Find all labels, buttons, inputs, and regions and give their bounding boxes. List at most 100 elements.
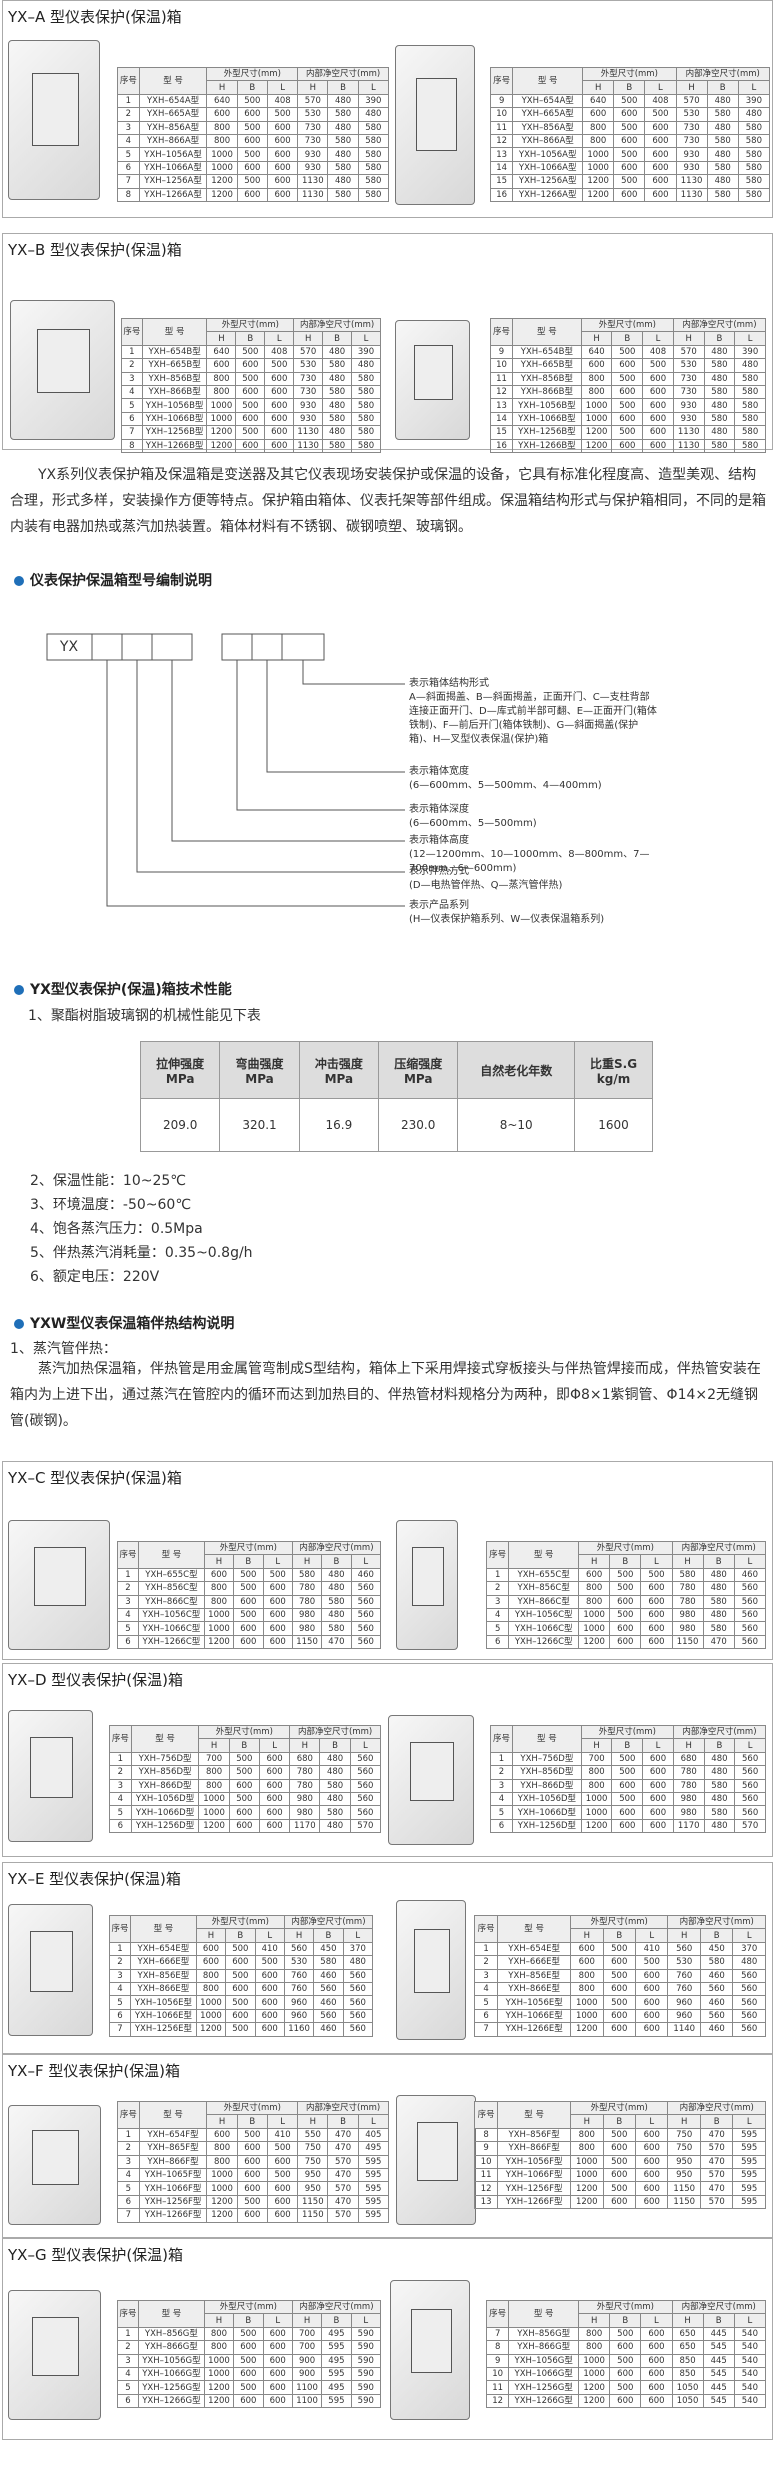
table-cell: 595 — [732, 2141, 766, 2156]
header-cell: L — [258, 1738, 291, 1753]
table-cell: 600 — [602, 2141, 637, 2156]
table-cell: 6 — [117, 160, 140, 176]
spec-table: 序号型 号外型尺寸(mm) 内部净空尺寸(mm) H B L H B L 1 YXH–654B型 6… — [121, 317, 381, 453]
table-row: 6 YXH–1066B型 1000 600 600 930 580 580 — [121, 411, 381, 427]
table-cell: 980 — [672, 1791, 705, 1807]
table-row: 7 YXH–1266E型 1200 600 600 1140 460 560 — [473, 2022, 766, 2037]
table-cell: 1130 — [293, 438, 324, 453]
header-cell: L — [640, 1554, 673, 1569]
image-panel — [34, 1546, 86, 1607]
table-cell: 600 — [262, 1621, 293, 1636]
table-cell: 800 — [580, 1778, 613, 1793]
table-cell: 445 — [702, 2326, 735, 2342]
table-cell: 6 — [121, 411, 143, 427]
table-cell: 600 — [634, 2127, 669, 2143]
table-cell: 600 — [254, 1995, 285, 2010]
table-cell: 600 — [266, 2154, 299, 2169]
table-cell: 800 — [206, 133, 238, 149]
header-cell: B — [703, 1738, 736, 1753]
table-cell: 560 — [342, 1968, 374, 1983]
table-cell: 600 — [613, 187, 646, 202]
table-cell: 6 — [116, 2393, 140, 2409]
product-image — [8, 40, 100, 200]
header-cell: B — [319, 1738, 351, 1753]
table-cell: 600 — [602, 2167, 637, 2183]
table-cell: 600 — [634, 2008, 669, 2024]
table-cell: 600 — [613, 160, 646, 176]
table-cell: 500 — [225, 2022, 256, 2037]
table-cell: 8 — [121, 438, 143, 453]
header-cell: 型 号 — [512, 318, 582, 346]
table-cell: 570 — [327, 2208, 359, 2223]
table-cell: 5 — [109, 1805, 132, 1820]
table-cell: 500 — [611, 1751, 644, 1767]
header-cell: 外型尺寸(mm) — [582, 66, 677, 82]
table-cell: YXH–1266B型 — [512, 438, 582, 453]
table-cell: 980 — [289, 1805, 321, 1820]
table-cell: 580 — [737, 174, 771, 189]
table-cell: 500 — [609, 2326, 642, 2342]
table-cell: 1200 — [570, 2194, 604, 2210]
table-cell: 600 — [602, 2008, 637, 2024]
table-cell: 470 — [699, 2181, 734, 2196]
table-cell: 600 — [262, 1581, 293, 1596]
product-image — [8, 1710, 93, 1842]
table-cell: 800 — [198, 1765, 230, 1780]
table-cell: 600 — [611, 358, 644, 373]
table-cell: 11 — [485, 2380, 510, 2395]
image-panel — [414, 344, 453, 400]
code-label: 表示箱体宽度 (6—600mm、5—500mm、4—400mm) — [409, 765, 659, 793]
header-cell: 序号 — [485, 1541, 510, 1569]
table-cell: 595 — [357, 2167, 390, 2183]
header-cell: B — [235, 331, 266, 346]
header-cell: B — [233, 2313, 264, 2328]
table-cell: 560 — [667, 1941, 701, 1957]
table-cell: 1000 — [203, 1621, 235, 1636]
table-cell: 9 — [489, 93, 514, 109]
table-cell: 600 — [258, 1805, 291, 1820]
table-cell: 2 — [109, 1765, 132, 1780]
table-cell: 590 — [350, 2326, 382, 2342]
table-cell: 5 — [490, 1805, 513, 1820]
table-row: 3 YXH–866C型 800 600 600 780 580 560 — [485, 1594, 767, 1609]
table-cell: 600 — [640, 1634, 673, 1650]
header-cell: 序号 — [108, 1915, 132, 1943]
table-cell: 500 — [225, 1995, 256, 2010]
header-cell: H — [671, 1554, 704, 1569]
table-cell: 930 — [293, 411, 324, 427]
header-cell: L — [642, 331, 674, 346]
header-row: 序号型 号外型尺寸(mm) 内部净空尺寸(mm) — [473, 2100, 766, 2129]
label-detail: (6—600mm、5—500mm、4—400mm) — [409, 780, 602, 791]
table-cell: 500 — [611, 425, 644, 440]
table-cell: 980 — [672, 1805, 705, 1820]
header-cell: 内部净空尺寸(mm) — [283, 1914, 374, 1930]
table-cell: 540 — [733, 2326, 767, 2342]
bullet — [14, 985, 24, 995]
header-name: 比重S.G — [590, 1056, 638, 1071]
header-cell: 序号 — [490, 1725, 513, 1753]
table-cell: YXH–866G型 — [508, 2340, 580, 2355]
table-cell: 600 — [609, 1634, 642, 1650]
table-cell: YXH–856D型 — [512, 1765, 582, 1780]
header-cell: 外型尺寸(mm) — [206, 66, 299, 82]
table-row: 11 YXH–856A型 800 500 600 730 480 580 — [489, 120, 771, 135]
header-cell: 型 号 — [130, 1725, 200, 1753]
table-cell: 600 — [644, 187, 677, 202]
table-cell: YXH–1056B型 — [141, 398, 208, 413]
table-cell: 750 — [297, 2141, 329, 2156]
table-cell: 600 — [611, 1805, 644, 1820]
header-cell: 内部净空尺寸(mm) — [297, 2100, 389, 2116]
table-cell: 570 — [699, 2141, 734, 2156]
header-cell: 内部净空尺寸(mm) — [667, 1914, 766, 1930]
table-cell: 4 — [121, 384, 143, 400]
table-row: 10 YXH–1056F型 1000 500 600 950 470 595 — [473, 2154, 766, 2169]
table-cell: 560 — [349, 1778, 382, 1793]
table-cell: 500 — [235, 425, 266, 440]
table-cell: 480 — [342, 1955, 374, 1970]
table-cell: 13 — [490, 398, 513, 413]
table-cell: 900 — [291, 2353, 323, 2368]
table-cell: 560 — [734, 1751, 766, 1767]
table-cell: 600 — [236, 107, 268, 122]
